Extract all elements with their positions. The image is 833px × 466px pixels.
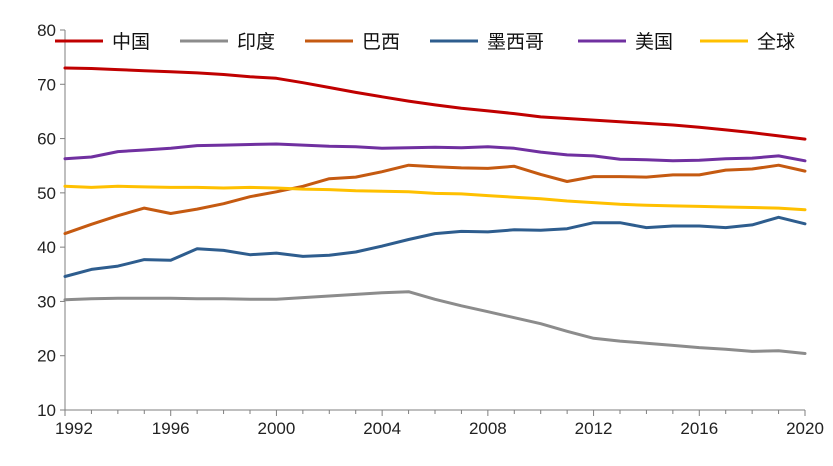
legend: 中国 印度 巴西 墨西哥 美国 全球 (55, 31, 795, 53)
series-line-4 (63, 142, 807, 163)
x-tick-label: 2020 (786, 419, 824, 438)
x-tick-label: 2016 (680, 419, 718, 438)
x-tick-label: 1996 (152, 419, 190, 438)
x-axis: 1992 1996 2000 2004 2008 2012 2016 2020 (55, 409, 824, 438)
legend-item: 全球 (700, 31, 795, 53)
legend-label: 全球 (757, 31, 795, 53)
y-tick-label: 60 (37, 130, 56, 149)
x-tick-label: 2012 (575, 419, 613, 438)
series-lines (63, 66, 807, 355)
y-tick-label: 70 (37, 75, 56, 94)
legend-item: 美国 (578, 31, 673, 53)
series-line-2 (63, 163, 807, 236)
x-tick-label: 1992 (55, 419, 93, 438)
y-tick-label: 80 (37, 21, 56, 40)
legend-label: 巴西 (362, 31, 400, 53)
x-tick-label: 2004 (363, 419, 401, 438)
x-tick-label: 2000 (258, 419, 296, 438)
legend-item: 印度 (180, 31, 275, 53)
series-line-5 (63, 184, 807, 212)
series-line-1 (63, 290, 807, 355)
legend-item: 中国 (55, 31, 150, 53)
legend-label: 美国 (635, 31, 673, 53)
y-tick-label: 50 (37, 184, 56, 203)
legend-item: 墨西哥 (430, 31, 544, 53)
legend-label: 墨西哥 (487, 31, 544, 53)
y-tick-label: 40 (37, 238, 56, 257)
series-line-3 (63, 215, 807, 278)
legend-label: 印度 (237, 31, 275, 53)
y-tick-label: 30 (37, 292, 56, 311)
y-axis: 10 20 30 40 50 60 70 80 (37, 21, 66, 420)
y-tick-label: 10 (37, 401, 56, 420)
series-line-0 (63, 66, 807, 141)
legend-label: 中国 (112, 31, 150, 53)
x-tick-label: 2008 (469, 419, 507, 438)
y-tick-label: 20 (37, 347, 56, 366)
legend-item: 巴西 (305, 31, 400, 53)
